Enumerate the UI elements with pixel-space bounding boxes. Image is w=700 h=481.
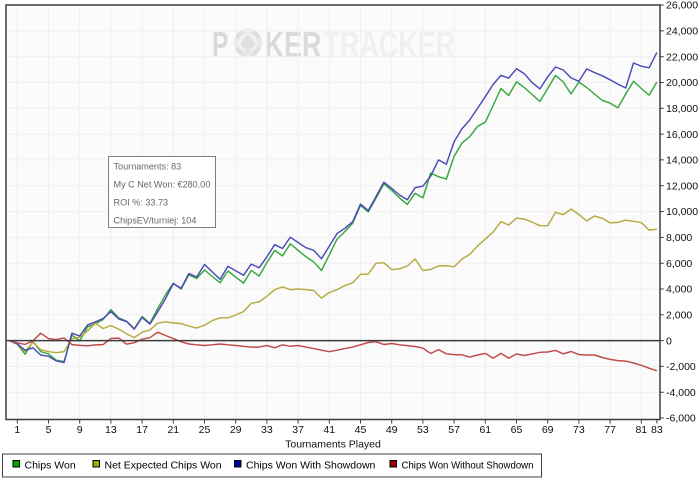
svg-text:33: 33	[261, 424, 273, 436]
svg-text:0: 0	[666, 335, 672, 347]
svg-text:5: 5	[46, 424, 52, 436]
svg-text:9: 9	[77, 424, 83, 436]
svg-text:81: 81	[635, 424, 647, 436]
svg-text:-4,000: -4,000	[666, 387, 696, 399]
svg-text:12,000: 12,000	[666, 180, 698, 192]
svg-text:29: 29	[230, 424, 242, 436]
svg-text:53: 53	[417, 424, 429, 436]
svg-text:83: 83	[651, 424, 663, 436]
svg-text:69: 69	[542, 424, 554, 436]
svg-text:49: 49	[386, 424, 398, 436]
svg-text:-2,000: -2,000	[666, 361, 696, 373]
svg-text:10,000: 10,000	[666, 206, 698, 218]
svg-text:13: 13	[105, 424, 117, 436]
svg-text:Net Expected Chips Won: Net Expected Chips Won	[105, 460, 222, 472]
svg-text:Chips Won: Chips Won	[25, 460, 76, 472]
svg-text:17: 17	[136, 424, 148, 436]
svg-text:ChipsEV/turniej: 104: ChipsEV/turniej: 104	[114, 216, 197, 226]
svg-text:2,000: 2,000	[666, 310, 692, 322]
svg-text:73: 73	[573, 424, 585, 436]
svg-text:16,000: 16,000	[666, 129, 698, 141]
svg-text:26,000: 26,000	[666, 0, 698, 12]
svg-text:45: 45	[355, 424, 367, 436]
svg-text:6,000: 6,000	[666, 258, 692, 270]
svg-text:41: 41	[323, 424, 335, 436]
svg-text:Chips Won Without Showdown: Chips Won Without Showdown	[402, 460, 534, 472]
svg-text:77: 77	[604, 424, 616, 436]
svg-text:TRACKER: TRACKER	[324, 24, 456, 65]
svg-text:Chips Won With Showdown: Chips Won With Showdown	[246, 460, 376, 472]
svg-text:ROI %: 33.73: ROI %: 33.73	[114, 198, 169, 208]
svg-text:KER: KER	[265, 24, 322, 65]
svg-text:-6,000: -6,000	[666, 413, 696, 425]
svg-text:21: 21	[167, 424, 179, 436]
svg-text:25: 25	[199, 424, 211, 436]
svg-text:Tournaments: 83: Tournaments: 83	[114, 162, 182, 172]
svg-text:37: 37	[292, 424, 304, 436]
svg-text:Tournaments Played: Tournaments Played	[285, 439, 381, 451]
svg-text:65: 65	[511, 424, 523, 436]
svg-text:My C Net Won: €280.00: My C Net Won: €280.00	[114, 180, 211, 190]
svg-text:18,000: 18,000	[666, 103, 698, 115]
svg-text:61: 61	[479, 424, 491, 436]
svg-text:4,000: 4,000	[666, 284, 692, 296]
svg-text:20,000: 20,000	[666, 77, 698, 89]
svg-text:8,000: 8,000	[666, 232, 692, 244]
svg-text:14,000: 14,000	[666, 155, 698, 167]
svg-text:24,000: 24,000	[666, 26, 698, 38]
svg-text:22,000: 22,000	[666, 51, 698, 63]
svg-text:57: 57	[448, 424, 460, 436]
svg-text:1: 1	[14, 424, 20, 436]
svg-text:P: P	[212, 24, 229, 65]
